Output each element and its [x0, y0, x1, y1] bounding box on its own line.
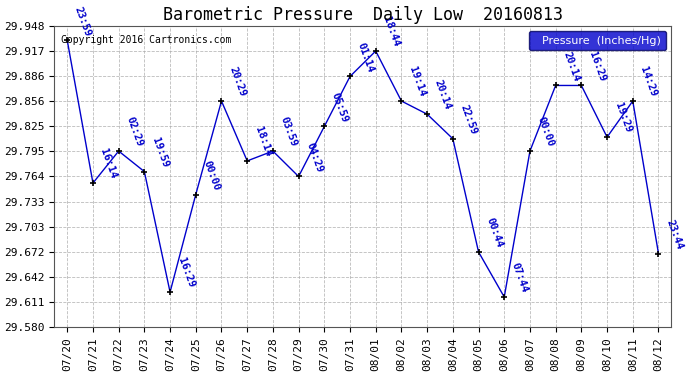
Text: 14:29: 14:29 — [638, 66, 658, 98]
Text: 20:14: 20:14 — [561, 50, 581, 83]
Text: 00:00: 00:00 — [535, 116, 555, 148]
Text: 01:14: 01:14 — [355, 41, 375, 74]
Text: 18:14: 18:14 — [253, 125, 273, 158]
Text: 18:44: 18:44 — [382, 15, 402, 48]
Text: 16:29: 16:29 — [587, 50, 607, 83]
Text: 07:44: 07:44 — [510, 261, 530, 294]
Text: 16:14: 16:14 — [99, 147, 119, 180]
Text: 20:14: 20:14 — [433, 79, 453, 111]
Text: 00:44: 00:44 — [484, 216, 504, 249]
Text: 16:29: 16:29 — [176, 256, 196, 290]
Text: 02:29: 02:29 — [124, 116, 144, 148]
Text: 05:59: 05:59 — [330, 91, 350, 124]
Text: 23:59: 23:59 — [73, 5, 93, 38]
Text: 20:29: 20:29 — [227, 66, 247, 98]
Legend: Pressure  (Inches/Hg): Pressure (Inches/Hg) — [529, 31, 666, 50]
Text: 03:59: 03:59 — [279, 116, 299, 148]
Text: 04:29: 04:29 — [304, 141, 324, 174]
Text: 00:00: 00:00 — [201, 159, 221, 192]
Text: 19:59: 19:59 — [150, 136, 170, 169]
Text: Copyright 2016 Cartronics.com: Copyright 2016 Cartronics.com — [61, 34, 231, 45]
Text: 22:59: 22:59 — [458, 103, 478, 136]
Title: Barometric Pressure  Daily Low  20160813: Barometric Pressure Daily Low 20160813 — [163, 6, 563, 24]
Text: 23:44: 23:44 — [664, 218, 684, 251]
Text: 19:14: 19:14 — [407, 66, 427, 98]
Text: 19:29: 19:29 — [613, 102, 633, 134]
